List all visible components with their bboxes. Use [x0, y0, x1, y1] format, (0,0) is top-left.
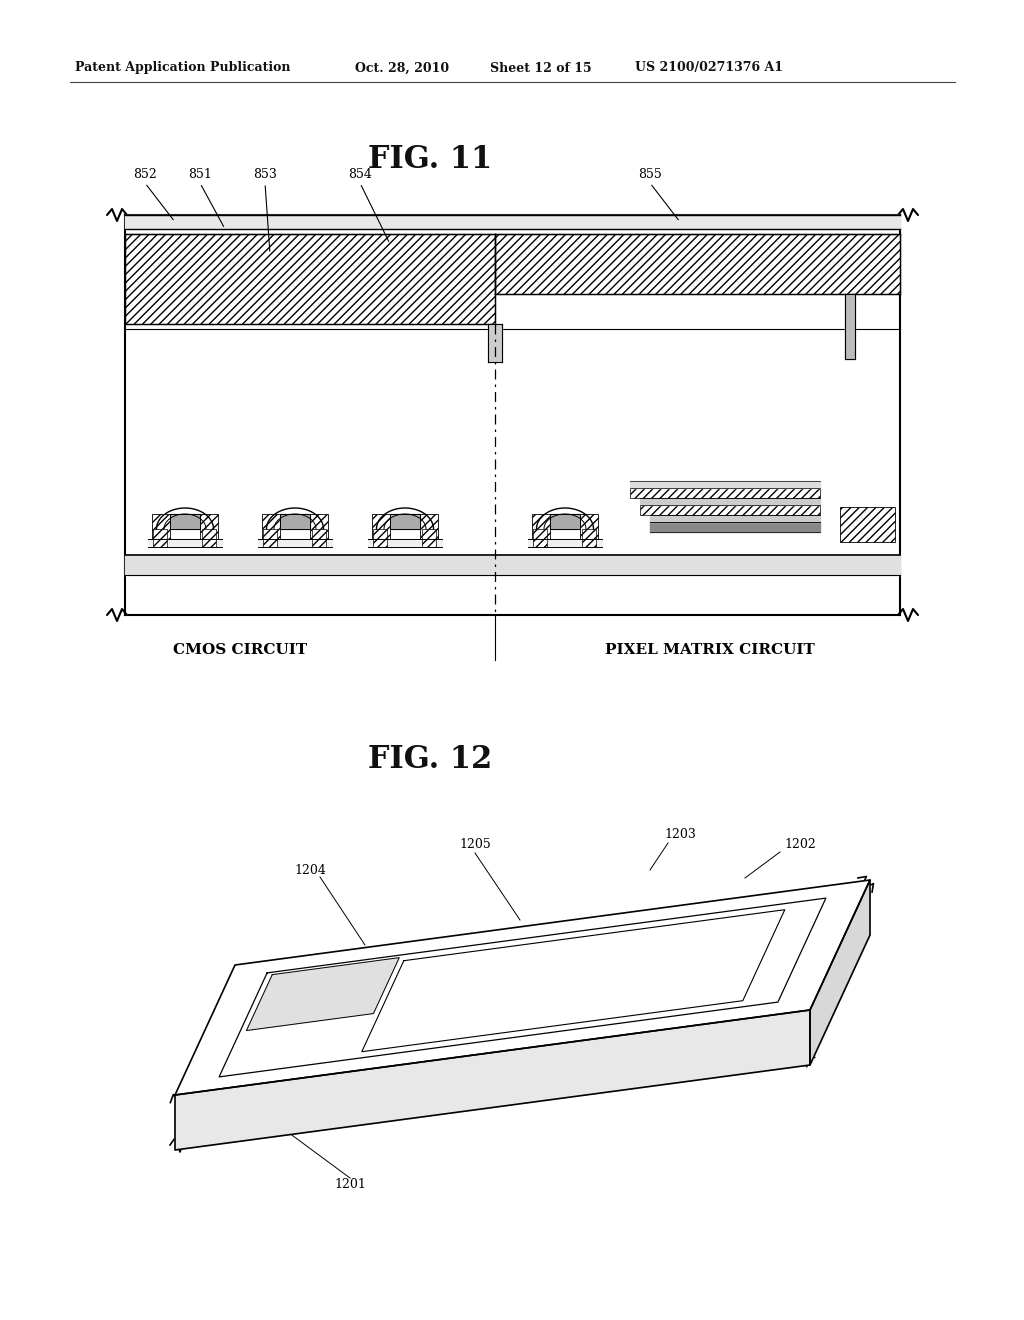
- Bar: [580, 513, 598, 539]
- Bar: [373, 529, 387, 546]
- Bar: [125, 234, 495, 323]
- Bar: [582, 529, 596, 546]
- Text: FIG. 11: FIG. 11: [368, 144, 493, 176]
- Text: PIXEL MATRIX CIRCUIT: PIXEL MATRIX CIRCUIT: [605, 643, 815, 657]
- Bar: [372, 513, 390, 539]
- Bar: [630, 488, 820, 498]
- Polygon shape: [219, 898, 826, 1077]
- Text: FIG. 12: FIG. 12: [368, 744, 493, 776]
- Bar: [200, 513, 218, 539]
- Text: 1203: 1203: [664, 829, 696, 842]
- Bar: [640, 506, 820, 515]
- Bar: [202, 529, 216, 546]
- Text: CMOS CIRCUIT: CMOS CIRCUIT: [173, 643, 307, 657]
- Text: 854: 854: [348, 169, 372, 181]
- Text: 855: 855: [638, 169, 662, 181]
- Bar: [310, 513, 328, 539]
- Bar: [495, 234, 900, 294]
- Text: 1201: 1201: [334, 1179, 366, 1192]
- Polygon shape: [810, 880, 870, 1065]
- Text: 852: 852: [133, 169, 157, 181]
- Bar: [152, 513, 170, 539]
- Bar: [534, 529, 547, 546]
- Bar: [532, 513, 550, 539]
- Bar: [263, 529, 278, 546]
- Bar: [153, 529, 167, 546]
- Text: Sheet 12 of 15: Sheet 12 of 15: [490, 62, 592, 74]
- Polygon shape: [175, 1010, 810, 1150]
- Text: 1204: 1204: [294, 863, 326, 876]
- Bar: [312, 529, 326, 546]
- Bar: [262, 513, 280, 539]
- Text: 853: 853: [253, 169, 276, 181]
- Text: Oct. 28, 2010: Oct. 28, 2010: [355, 62, 450, 74]
- Bar: [422, 529, 436, 546]
- Text: Patent Application Publication: Patent Application Publication: [75, 62, 291, 74]
- Polygon shape: [361, 909, 784, 1052]
- Text: US 2100/0271376 A1: US 2100/0271376 A1: [635, 62, 783, 74]
- Bar: [840, 507, 895, 543]
- Text: 1202: 1202: [784, 838, 816, 851]
- Polygon shape: [175, 880, 870, 1096]
- Text: 851: 851: [188, 169, 212, 181]
- Polygon shape: [247, 957, 399, 1031]
- Bar: [420, 513, 438, 539]
- Text: 1205: 1205: [459, 838, 490, 851]
